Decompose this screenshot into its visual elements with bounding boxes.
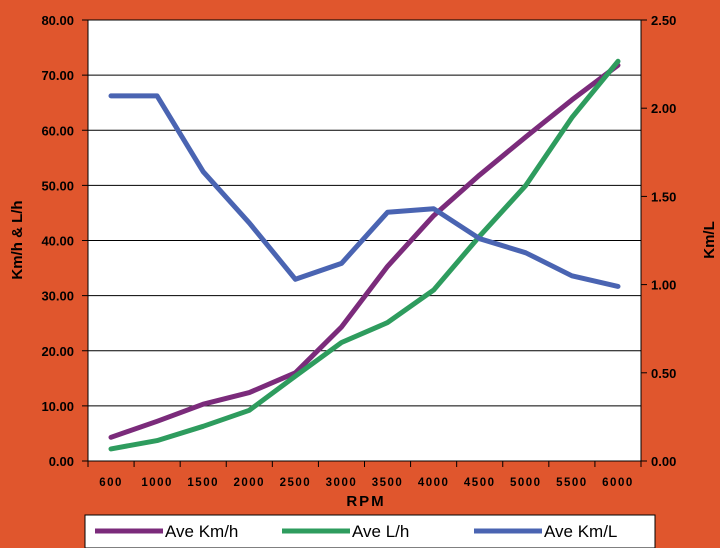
x-axis-title: RPM xyxy=(346,493,385,510)
x-axis: 600 1000 1500 2000 2500 3000 3500 4000 4500 5000 5… xyxy=(87,460,642,489)
x-tick-label: 1000 xyxy=(141,477,173,489)
y-axis-title-left: Km/h & L/h xyxy=(9,200,26,279)
y2-tick-label: 2.00 xyxy=(651,101,676,116)
x-tick-label: 2500 xyxy=(280,477,312,489)
series-line-2 xyxy=(108,93,621,289)
y-axis-title-right: Km/L xyxy=(701,221,718,259)
series-lines xyxy=(108,58,621,452)
legend-label: Ave Km/L xyxy=(544,522,617,541)
y-tick-label: 10.00 xyxy=(41,399,74,414)
y2-tick-label: 1.50 xyxy=(651,189,676,204)
y2-tick-label: 1.00 xyxy=(651,278,676,293)
right-axis: 0.00 0.50 1.00 1.50 2.00 2.50 xyxy=(640,13,676,469)
x-tick-label: 600 xyxy=(99,477,123,489)
x-tick-label: 6000 xyxy=(602,477,634,489)
series-line-1 xyxy=(108,58,621,452)
y-tick-label: 40.00 xyxy=(41,234,74,249)
left-axis: 0.00 10.00 20.00 30.00 40.00 50.00 60.00 70.00 8… xyxy=(41,13,89,469)
y-tick-label: 50.00 xyxy=(41,178,74,193)
x-tick-label: 3000 xyxy=(326,477,358,489)
y-tick-label: 0.00 xyxy=(49,454,74,469)
y-tick-label: 80.00 xyxy=(41,13,74,28)
legend-label: Ave Km/h xyxy=(165,522,238,541)
series-line-0 xyxy=(108,62,621,440)
legend-box xyxy=(84,514,656,548)
x-tick-label: 5500 xyxy=(556,477,588,489)
y2-tick-label: 0.00 xyxy=(651,454,676,469)
y-tick-label: 60.00 xyxy=(41,123,74,138)
y-tick-label: 70.00 xyxy=(41,68,74,83)
x-tick-label: 5000 xyxy=(510,477,542,489)
legend-label: Ave L/h xyxy=(352,522,409,541)
y-tick-label: 20.00 xyxy=(41,344,74,359)
x-tick-label: 2000 xyxy=(233,477,265,489)
x-tick-label: 4500 xyxy=(464,477,496,489)
y2-tick-label: 0.50 xyxy=(651,366,676,381)
x-tick-label: 1500 xyxy=(187,477,219,489)
legend: Ave Km/h Ave L/h Ave Km/L xyxy=(84,514,656,548)
y-tick-label: 30.00 xyxy=(41,289,74,304)
x-tick-label: 4000 xyxy=(418,477,450,489)
y2-tick-label: 2.50 xyxy=(651,13,676,28)
x-tick-label: 3500 xyxy=(372,477,404,489)
